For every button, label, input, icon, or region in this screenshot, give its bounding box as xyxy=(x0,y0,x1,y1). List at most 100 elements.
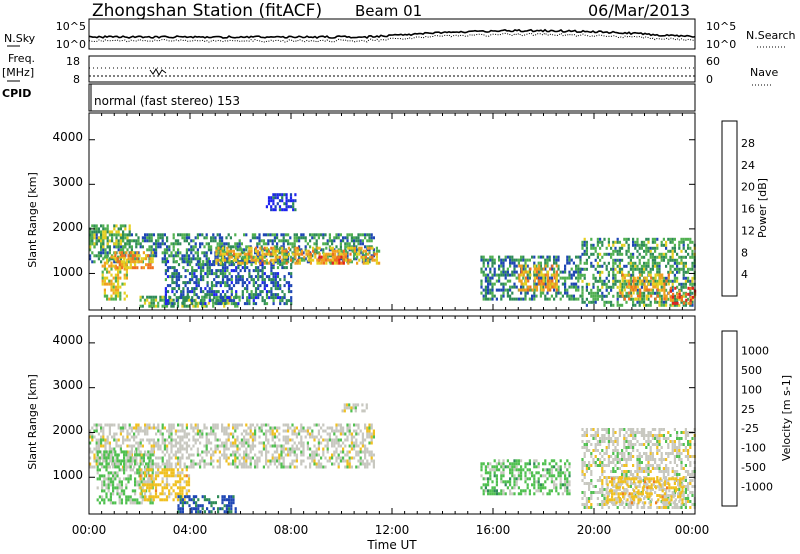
heatmap-cell xyxy=(691,249,694,253)
heatmap-cell xyxy=(174,242,177,246)
heatmap-cell xyxy=(110,279,113,283)
heatmap-cell xyxy=(109,450,112,454)
heatmap-cell xyxy=(129,456,132,460)
heatmap-cell xyxy=(228,261,231,265)
heatmap-cell xyxy=(146,432,149,436)
heatmap-cell xyxy=(509,294,512,298)
heatmap-cell xyxy=(139,477,142,481)
heatmap-cell xyxy=(103,477,106,481)
heatmap-cell xyxy=(306,444,309,448)
heatmap-cell xyxy=(250,258,253,262)
noise-left-tick-top: 10^5 xyxy=(56,20,86,33)
heatmap-cell xyxy=(629,273,632,277)
heatmap-cell xyxy=(177,462,180,466)
heatmap-cell xyxy=(515,477,518,481)
heatmap-cell xyxy=(120,263,124,267)
heatmap-cell xyxy=(667,270,670,274)
heatmap-cell xyxy=(583,261,586,265)
heatmap-cell xyxy=(605,246,608,250)
heatmap-cell xyxy=(680,288,683,292)
heatmap-cell xyxy=(108,282,111,286)
freq-left-tick-top: 18 xyxy=(66,55,80,68)
heatmap-cell xyxy=(370,423,373,427)
heatmap-cell xyxy=(150,477,153,481)
power-ytick-2000: 2000 xyxy=(52,220,83,234)
heatmap-cell xyxy=(163,462,166,466)
heatmap-cell xyxy=(370,426,373,430)
heatmap-cell xyxy=(144,233,147,237)
heatmap-cell xyxy=(184,269,187,273)
heatmap-cell xyxy=(502,288,505,292)
heatmap-cell xyxy=(355,429,358,433)
heatmap-cell xyxy=(566,261,569,265)
heatmap-cell xyxy=(201,456,204,460)
heatmap-cell xyxy=(140,459,143,463)
heatmap-cell xyxy=(123,254,126,258)
heatmap-cell xyxy=(335,429,338,433)
heatmap-cell xyxy=(168,453,171,457)
heatmap-cell xyxy=(228,284,231,288)
heatmap-cell xyxy=(218,239,221,243)
heatmap-cell xyxy=(147,477,150,481)
heatmap-cell xyxy=(112,462,115,466)
heatmap-cell xyxy=(247,441,250,445)
heatmap-cell xyxy=(342,429,345,433)
heatmap-cell xyxy=(270,205,273,209)
heatmap-cell xyxy=(104,251,107,255)
heatmap-cell xyxy=(550,294,553,298)
heatmap-cell xyxy=(208,260,211,264)
heatmap-cell xyxy=(302,447,305,451)
heatmap-cell xyxy=(127,456,130,460)
heatmap-cell xyxy=(495,465,498,469)
heatmap-cell xyxy=(518,288,521,292)
heatmap-cell xyxy=(636,285,640,289)
heatmap-cell xyxy=(128,438,131,442)
heatmap-cell xyxy=(150,486,153,490)
heatmap-cell xyxy=(337,233,340,237)
heatmap-cell xyxy=(93,242,96,246)
heatmap-cell xyxy=(183,257,186,261)
heatmap-cell xyxy=(166,465,169,469)
heatmap-cell xyxy=(482,261,485,265)
heatmap-cell xyxy=(342,450,345,454)
heatmap-cell xyxy=(498,459,501,463)
heatmap-cell xyxy=(357,450,360,454)
heatmap-cell xyxy=(348,432,351,436)
heatmap-cell xyxy=(546,264,549,268)
heatmap-cell xyxy=(347,258,350,262)
heatmap-cell xyxy=(654,264,657,268)
heatmap-cell xyxy=(102,248,105,252)
heatmap-cell xyxy=(359,251,362,255)
heatmap-cell xyxy=(335,447,338,451)
heatmap-cell xyxy=(130,233,133,237)
heatmap-cell xyxy=(355,441,358,445)
heatmap-cell xyxy=(104,236,107,240)
heatmap-cell xyxy=(259,255,262,259)
heatmap-cell xyxy=(194,236,197,240)
heatmap-cell xyxy=(322,233,325,237)
heatmap-cell xyxy=(529,267,532,271)
heatmap-cell xyxy=(596,288,599,292)
heatmap-cell xyxy=(188,281,192,285)
heatmap-cell xyxy=(213,296,216,300)
heatmap-cell xyxy=(683,301,686,305)
heatmap-cell xyxy=(618,246,621,250)
heatmap-cell xyxy=(114,254,117,258)
heatmap-cell xyxy=(256,245,259,249)
heatmap-cell xyxy=(254,426,257,430)
heatmap-cell xyxy=(371,246,374,250)
heatmap-cell xyxy=(145,257,148,261)
heatmap-cell xyxy=(166,248,169,252)
heatmap-cell xyxy=(682,291,685,295)
heatmap-cell xyxy=(669,267,672,271)
heatmap-cell xyxy=(533,288,536,292)
heatmap-cell xyxy=(603,252,606,256)
heatmap-cell xyxy=(322,450,325,454)
heatmap-cell xyxy=(333,255,336,259)
heatmap-cell xyxy=(533,273,536,277)
heatmap-cell xyxy=(213,290,216,294)
heatmap-cell xyxy=(673,276,676,280)
heatmap-cell xyxy=(269,233,272,237)
heatmap-cell xyxy=(302,459,305,463)
heatmap-cell xyxy=(105,465,108,469)
